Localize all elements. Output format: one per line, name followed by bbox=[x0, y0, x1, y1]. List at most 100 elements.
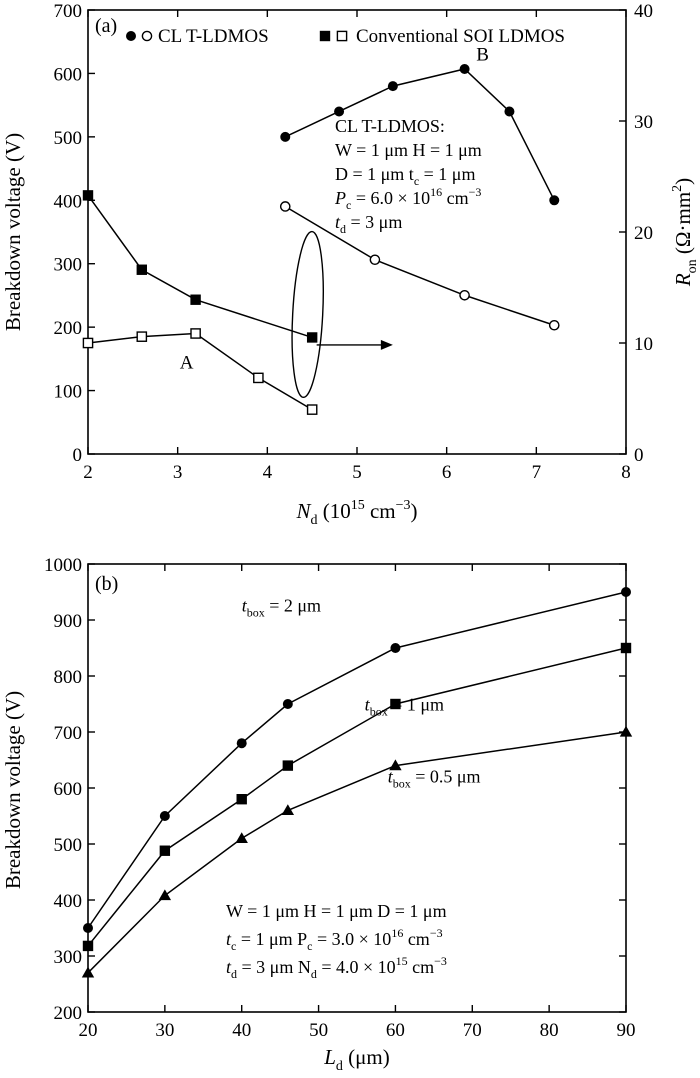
data-point bbox=[504, 106, 515, 117]
data-point bbox=[190, 294, 201, 305]
y-tick-label: 200 bbox=[54, 1003, 83, 1024]
data-point bbox=[279, 201, 291, 212]
panel-a-chart: (a) 2 3 4 5 6 7 801002003004005006007000102030… bbox=[1, 1, 700, 528]
y-tick-label-left: 700 bbox=[54, 1, 83, 22]
annotation-line: CL T-LDMOS: bbox=[335, 116, 445, 136]
data-point bbox=[281, 804, 295, 816]
series-label: tbox = 1 μm bbox=[365, 695, 444, 719]
legend-marker bbox=[141, 30, 153, 42]
panel-b-letter: (b) bbox=[95, 573, 118, 595]
x-tick-label: 80 bbox=[540, 1020, 559, 1041]
data-point bbox=[235, 832, 248, 844]
point-label-B: B bbox=[476, 45, 489, 66]
x-tick-label: 90 bbox=[617, 1020, 636, 1041]
data-point bbox=[280, 131, 291, 142]
y-tick-label-left: 0 bbox=[73, 445, 83, 466]
arrow-head bbox=[380, 339, 393, 350]
y-tick-label: 900 bbox=[54, 611, 83, 632]
data-point bbox=[236, 794, 247, 805]
y-tick-label: 1000 bbox=[44, 555, 82, 576]
data-point bbox=[82, 940, 94, 952]
y-tick-label: 800 bbox=[54, 667, 83, 688]
series-line-0 bbox=[284, 68, 555, 201]
x-tick-label: 5 bbox=[352, 462, 362, 483]
data-point bbox=[306, 332, 318, 343]
data-point bbox=[621, 587, 631, 597]
panel-b-series: tbox = 2 μm tbox = 1 μm tbox = 0.5 μm bbox=[81, 587, 633, 978]
x-tick-label: 3 bbox=[173, 462, 183, 483]
x-tick-label: 4 bbox=[263, 462, 273, 483]
data-point bbox=[253, 372, 264, 384]
legend-entry-conventional: Conventional SOI LDMOS bbox=[319, 26, 565, 47]
data-point bbox=[190, 328, 201, 339]
annotation-line: td = 3 μm Nd = 4.0 × 1015 cm−3 bbox=[226, 954, 447, 981]
annotation-line: Pc = 6.0 × 1016 cm−3 bbox=[334, 185, 481, 212]
panel-b-annotation: W = 1 μm H = 1 μm D = 1 μm tc = 1 μm Pc =… bbox=[226, 901, 447, 981]
data-point bbox=[81, 966, 95, 978]
x-tick-label: 40 bbox=[232, 1020, 251, 1041]
data-point bbox=[548, 319, 560, 331]
panel-b-x-axis-label: Ld (μm) bbox=[323, 1045, 390, 1074]
y-tick-label-right: 20 bbox=[634, 223, 653, 244]
series-label: tbox = 0.5 μm bbox=[388, 766, 481, 790]
panel-b-y-axis-label: Breakdown voltage (V) bbox=[1, 691, 25, 889]
series-line-2 bbox=[87, 194, 313, 339]
y-tick-label: 700 bbox=[54, 723, 83, 744]
y-tick-label-left: 300 bbox=[54, 255, 83, 276]
y-tick-label: 500 bbox=[54, 835, 83, 856]
data-point bbox=[390, 643, 401, 653]
data-point bbox=[136, 331, 148, 342]
data-point bbox=[549, 195, 560, 206]
data-point bbox=[82, 337, 94, 349]
legend-marker bbox=[319, 30, 331, 42]
annotation-line: td = 3 μm bbox=[335, 212, 402, 236]
data-point bbox=[369, 254, 381, 266]
annotation-line: tc = 1 μm Pc = 3.0 × 1016 cm−3 bbox=[226, 926, 443, 953]
panel-a-x-axis-label: Nd (1015 cm−3) bbox=[295, 498, 417, 528]
data-point bbox=[282, 699, 293, 709]
panel-a-letter: (a) bbox=[95, 15, 117, 37]
data-point bbox=[306, 404, 318, 415]
data-point bbox=[387, 81, 398, 92]
panel-a-legend: CL T-LDMOS Conventional SOI LDMOS bbox=[126, 26, 565, 47]
x-tick-label: 50 bbox=[309, 1020, 328, 1041]
point-label-A: A bbox=[180, 352, 194, 373]
data-point bbox=[159, 845, 171, 856]
panel-b-chart: (b) 20 30 40 50 60 70 80 90 200 300 400 500 600 700 80… bbox=[1, 555, 636, 1074]
x-tick-label: 20 bbox=[79, 1020, 98, 1041]
data-point bbox=[83, 923, 93, 933]
legend-marker bbox=[126, 31, 136, 41]
data-point bbox=[82, 190, 94, 201]
data-point bbox=[158, 889, 172, 901]
series-line-0 bbox=[87, 591, 627, 929]
y-tick-label: 300 bbox=[54, 947, 83, 968]
y-tick-label-right: 30 bbox=[634, 112, 653, 133]
x-tick-label: 6 bbox=[442, 462, 452, 483]
annotation-line: W = 1 μm H = 1 μm D = 1 μm bbox=[226, 901, 447, 921]
data-point bbox=[334, 106, 345, 117]
panel-b-ticks: 20 30 40 50 60 70 80 90 200 300 400 500 600 700 800 900… bbox=[44, 555, 636, 1041]
data-point bbox=[619, 725, 633, 737]
series-label: tbox = 2 μm bbox=[242, 596, 321, 620]
y-tick-label-right: 0 bbox=[634, 445, 644, 466]
panel-a-right-axis-label: Ron (Ω·mm2) bbox=[670, 178, 700, 287]
data-point bbox=[282, 760, 294, 771]
data-point bbox=[459, 289, 470, 301]
annotation-line: D = 1 μm tc = 1 μm bbox=[335, 164, 475, 188]
annotation-line: W = 1 μm H = 1 μm bbox=[335, 140, 482, 160]
data-point bbox=[136, 264, 147, 275]
series-line-1 bbox=[87, 647, 627, 947]
legend-marker bbox=[336, 30, 348, 42]
x-tick-label: 8 bbox=[621, 462, 631, 483]
y-tick-label-left: 100 bbox=[54, 382, 83, 403]
data-point bbox=[159, 811, 170, 821]
x-tick-label: 70 bbox=[463, 1020, 482, 1041]
y-tick-label: 400 bbox=[54, 891, 83, 912]
panel-a-series: AB bbox=[82, 45, 560, 415]
legend-entry-cl-t-ldmos: CL T-LDMOS bbox=[126, 26, 269, 47]
y-tick-label-right: 10 bbox=[634, 334, 653, 355]
data-point bbox=[620, 642, 632, 654]
series-line-1 bbox=[284, 205, 555, 326]
